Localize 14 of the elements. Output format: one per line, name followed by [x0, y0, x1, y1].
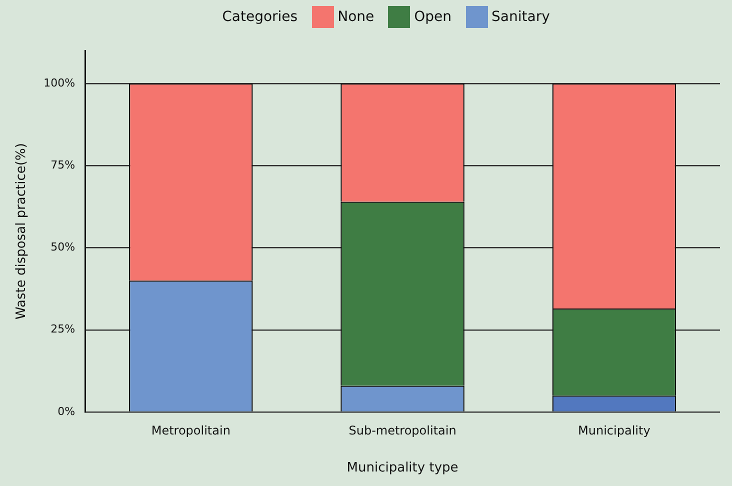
y-tick-label: 0%: [58, 404, 76, 418]
x-tick-label: Municipality: [578, 423, 650, 438]
x-axis-title: Municipality type: [346, 460, 458, 476]
y-tick-label: 100%: [44, 76, 76, 90]
x-tick-label: Metropolitain: [151, 423, 230, 438]
y-tick-label: 25%: [50, 322, 76, 336]
legend-label: None: [338, 9, 374, 25]
x-tick-label: Sub-metropolitain: [348, 423, 456, 438]
legend-label: Open: [414, 9, 452, 25]
y-tick-label: 50%: [50, 240, 76, 254]
legend-label: Sanitary: [492, 9, 550, 25]
legend-title: Categories: [222, 9, 298, 25]
y-axis-title: Waste disposal practice(%): [14, 143, 30, 320]
y-tick-label: 75%: [50, 158, 76, 172]
